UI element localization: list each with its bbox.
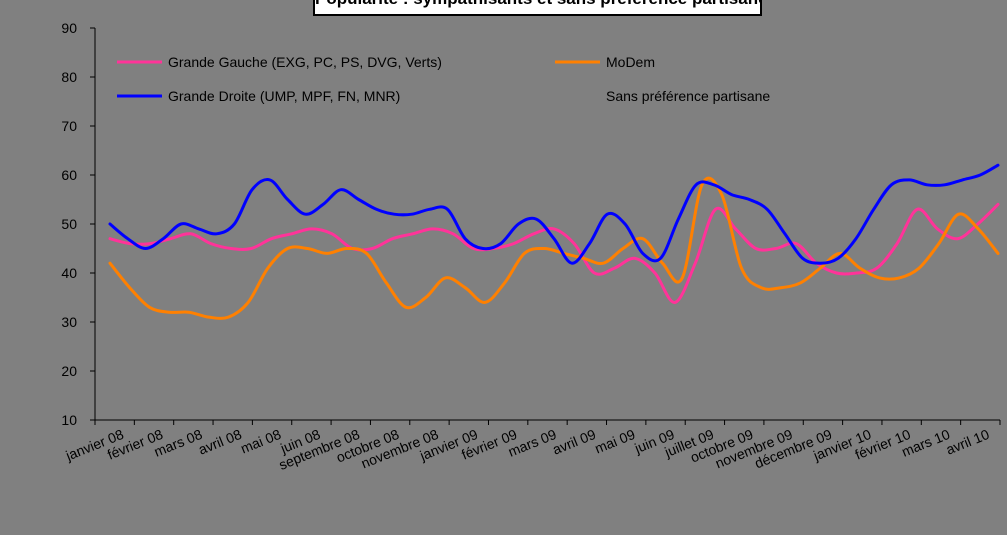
- x-tick-label: mai 08: [238, 426, 283, 457]
- y-tick-label: 50: [61, 216, 77, 232]
- legend-label: Grande Droite (UMP, MPF, FN, MNR): [168, 88, 400, 104]
- chart-title: Popularité : sympathisants et sans préfé…: [313, 0, 762, 16]
- x-tick-label: mai 09: [592, 426, 637, 457]
- y-tick-label: 40: [61, 265, 77, 281]
- series-line: [108, 202, 1000, 304]
- y-tick-label: 80: [61, 69, 77, 85]
- series-line: [108, 176, 1000, 320]
- x-tick-label: avril 08: [196, 426, 244, 458]
- y-tick-label: 60: [61, 167, 77, 183]
- y-tick-label: 20: [61, 363, 77, 379]
- x-tick-label: avril 09: [550, 426, 598, 458]
- legend-label: MoDem: [606, 54, 655, 70]
- legend-label: Sans préférence partisane: [606, 88, 770, 104]
- x-tick-label: avril 10: [944, 426, 992, 458]
- y-tick-label: 10: [61, 412, 77, 428]
- y-tick-label: 30: [61, 314, 77, 330]
- y-tick-label: 70: [61, 118, 77, 134]
- series-line: [108, 163, 1000, 265]
- y-tick-label: 90: [61, 20, 77, 36]
- legend-label: Grande Gauche (EXG, PC, PS, DVG, Verts): [168, 54, 442, 70]
